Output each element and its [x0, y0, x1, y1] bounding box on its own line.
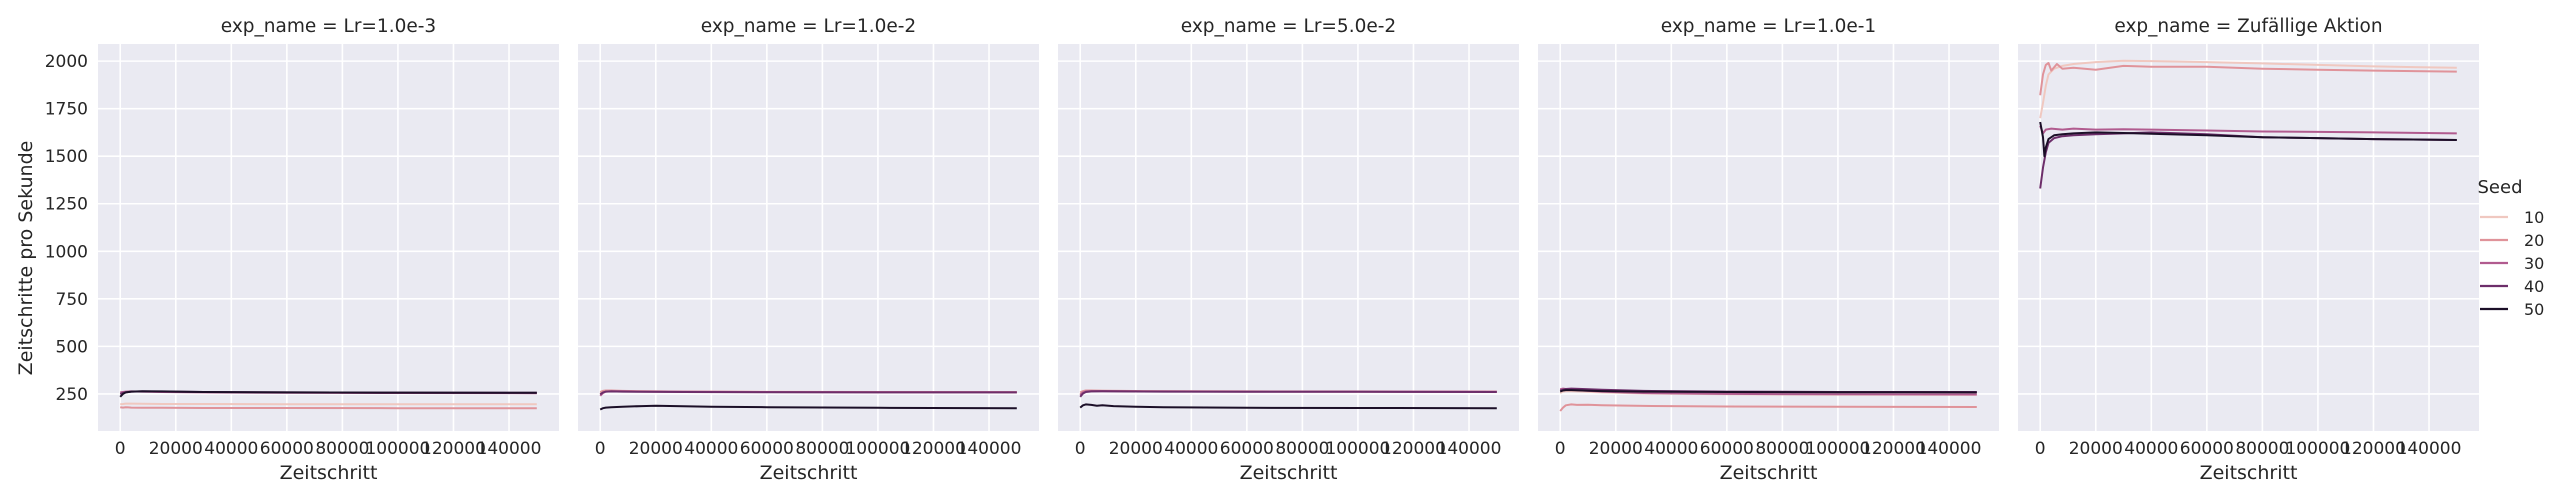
legend-entries: 10 20 30 40 50 [2480, 208, 2544, 319]
series-line-seed-50 [1079, 403, 1497, 410]
x-axis-label: Zeitschritt [280, 462, 378, 484]
x-axis-label: Zeitschritt [760, 462, 858, 484]
plot-area [578, 44, 1039, 431]
series-line-seed-50 [2039, 121, 2457, 158]
series-line-seed-40 [1079, 390, 1497, 398]
x-tick-label: 80000 [1275, 439, 1329, 459]
x-tick-label: 140000 [477, 439, 542, 459]
facet-panel: exp_name = Lr=5.0e-2 0 20000 40000 60000 8000… [1058, 16, 1519, 484]
x-axis-label: Zeitschritt [1240, 462, 1338, 484]
x-tick-label: 20000 [149, 439, 203, 459]
series-line-seed-20 [2039, 62, 2457, 96]
series-line-seed-10 [2039, 59, 2457, 119]
x-tick-label: 80000 [2235, 439, 2289, 459]
x-tick-label: 20000 [1589, 439, 1643, 459]
x-tick-label: 0 [1075, 439, 1086, 459]
x-tick-label: 120000 [2341, 439, 2406, 459]
legend-label: 20 [2524, 231, 2544, 250]
x-tick-label: 0 [115, 439, 126, 459]
x-tick-label: 100000 [1805, 439, 1870, 459]
facet-title: exp_name = Lr=1.0e-3 [221, 16, 436, 37]
x-tick-label: 100000 [2285, 439, 2350, 459]
facet-title: exp_name = Zufällige Aktion [2114, 16, 2382, 37]
x-tick-label: 120000 [1861, 439, 1926, 459]
series-line-seed-50 [119, 390, 537, 398]
facet-panels: exp_name = Lr=1.0e-30 20000 40000 60000 8000… [45, 16, 2479, 484]
x-tick-label: 100000 [365, 439, 430, 459]
x-tick-label: 140000 [1437, 439, 1502, 459]
y-tick-label: 750 [56, 290, 88, 310]
x-tick-label: 120000 [1381, 439, 1446, 459]
x-tick-label: 0 [1555, 439, 1566, 459]
x-tick-label: 80000 [1755, 439, 1809, 459]
y-axis-label: Zeitschritte pro Sekunde [15, 141, 37, 376]
y-tick-label: 2000 [45, 52, 88, 72]
series-line-seed-30 [2039, 125, 2457, 135]
x-tick-label: 80000 [795, 439, 849, 459]
legend-label: 30 [2524, 254, 2544, 273]
x-tick-label: 140000 [957, 439, 1022, 459]
x-tick-label: 40000 [204, 439, 258, 459]
x-tick-label: 60000 [1220, 439, 1274, 459]
series-line-seed-50 [599, 404, 1017, 411]
x-tick-label: 60000 [740, 439, 794, 459]
x-axis-label: Zeitschritt [2200, 462, 2298, 484]
y-tick-label: 1000 [45, 242, 88, 262]
x-tick-label: 40000 [1644, 439, 1698, 459]
y-tick-label: 1750 [45, 100, 88, 120]
facet-panel: exp_name = Lr=1.0e-1 0 20000 40000 60000 8000… [1538, 16, 1999, 484]
plot-area [2018, 44, 2479, 431]
x-tick-label: 40000 [684, 439, 738, 459]
series-line-seed-40 [599, 390, 1017, 396]
facet-title: exp_name = Lr=1.0e-1 [1661, 16, 1876, 37]
x-tick-label: 60000 [260, 439, 314, 459]
x-tick-label: 80000 [315, 439, 369, 459]
x-tick-label: 120000 [901, 439, 966, 459]
plot-area [1538, 44, 1999, 431]
legend-label: 40 [2524, 277, 2544, 296]
x-tick-label: 20000 [2069, 439, 2123, 459]
facet-panel: exp_name = Lr=1.0e-3 0 20000 40000 60000 8000… [45, 16, 559, 484]
x-tick-label: 20000 [1109, 439, 1163, 459]
facet-title: exp_name = Lr=1.0e-2 [701, 16, 916, 37]
x-tick-label: 0 [2035, 439, 2046, 459]
plot-area [98, 44, 559, 431]
x-tick-label: 20000 [629, 439, 683, 459]
x-tick-label: 0 [595, 439, 606, 459]
legend: Seed 10 20 30 40 50 [2478, 177, 2545, 319]
facet-panel: exp_name = Zufällige Aktion 0 20000 40000 60… [2018, 16, 2479, 484]
x-tick-label: 60000 [1700, 439, 1754, 459]
series-line-seed-20 [120, 406, 537, 410]
y-tick-label: 250 [56, 385, 88, 405]
series-line-seed-50 [1559, 389, 1977, 394]
x-tick-label: 40000 [2124, 439, 2178, 459]
legend-label: 10 [2524, 208, 2544, 227]
x-tick-label: 140000 [1917, 439, 1982, 459]
x-tick-label: 40000 [1164, 439, 1218, 459]
legend-title: Seed [2478, 177, 2523, 198]
y-tick-label: 1250 [45, 195, 88, 215]
x-tick-label: 100000 [845, 439, 910, 459]
x-tick-label: 100000 [1325, 439, 1390, 459]
x-tick-label: 140000 [2397, 439, 2462, 459]
x-tick-label: 120000 [421, 439, 486, 459]
facet-title: exp_name = Lr=5.0e-2 [1181, 16, 1396, 37]
facet-panel: exp_name = Lr=1.0e-2 0 20000 40000 60000 8000… [578, 16, 1039, 484]
series-line-seed-10 [120, 402, 537, 406]
legend-label: 50 [2524, 300, 2544, 319]
plot-area [1058, 44, 1519, 431]
x-tick-label: 60000 [2180, 439, 2234, 459]
y-tick-label: 1500 [45, 147, 88, 167]
x-axis-label: Zeitschritt [1720, 462, 1818, 484]
y-tick-label: 500 [56, 337, 88, 357]
series-line-seed-20 [1559, 403, 1977, 412]
